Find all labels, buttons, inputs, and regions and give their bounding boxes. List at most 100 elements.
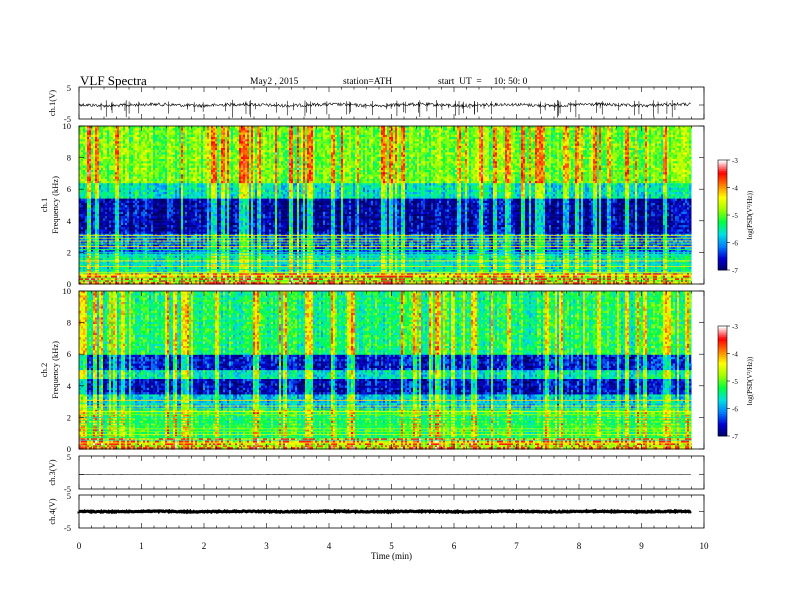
spectrogram-cell <box>109 200 112 204</box>
spectrogram-cell <box>209 225 212 228</box>
spectrogram-cell <box>117 154 120 157</box>
spectrogram-cell <box>125 209 128 212</box>
spectrogram-cell <box>121 227 124 230</box>
spectrogram-cell <box>107 176 110 179</box>
spectrogram-cell <box>179 143 182 146</box>
spectrogram-cell <box>89 170 92 173</box>
spectrogram-cell <box>81 172 84 175</box>
spectrogram-cell <box>123 277 126 281</box>
spectrogram-cell <box>185 159 188 162</box>
spectrogram-cell <box>149 207 152 210</box>
spectrogram-cell <box>151 154 154 157</box>
spectrogram-cell <box>109 277 112 281</box>
spectrogram-cell <box>193 194 196 197</box>
spectrogram-cell <box>195 205 198 208</box>
spectrogram-cell <box>179 211 182 215</box>
spectrogram-cell <box>197 222 200 226</box>
spectrogram-cell <box>91 194 94 197</box>
spectrogram-cell <box>155 170 158 173</box>
spectrogram-cell <box>81 227 84 230</box>
spectrogram-cell <box>115 247 118 250</box>
spectrogram-cell <box>193 225 196 228</box>
spectrogram-cell <box>105 231 108 234</box>
spectrogram-cell <box>165 258 168 261</box>
spectrogram-cell <box>151 203 154 206</box>
spectrogram-cell <box>91 176 94 179</box>
spectrogram-cell <box>145 273 148 276</box>
spectrogram-cell <box>149 231 152 234</box>
spectrogram-cell <box>167 198 170 201</box>
spectrogram-cell <box>203 269 206 272</box>
spectrogram-cell <box>203 264 206 267</box>
spectrogram-cell <box>99 187 102 190</box>
spectrogram-cell <box>205 152 208 155</box>
spectrogram-cell <box>193 172 196 175</box>
spectrogram-cell <box>201 181 204 184</box>
spectrogram-cell <box>207 132 210 135</box>
spectrogram-cell <box>95 174 98 177</box>
spectrogram-cell <box>133 253 136 256</box>
spectrogram-cell <box>123 139 126 142</box>
spectrogram-cell <box>151 156 154 160</box>
spectrogram-cell <box>113 282 116 285</box>
spectrogram-cell <box>163 244 166 248</box>
spectrogram-cell <box>169 220 172 223</box>
spectrogram-cell <box>189 205 192 208</box>
spectrogram-cell <box>207 236 210 239</box>
spectrogram-cell <box>193 258 196 261</box>
spectrogram-cell <box>197 216 200 219</box>
spectrogram-cell <box>169 183 172 186</box>
spectrogram-cell <box>187 231 190 234</box>
spectrogram-cell <box>161 163 164 166</box>
spectrogram-cell <box>81 189 84 193</box>
spectrogram-cell <box>113 174 116 177</box>
spectrogram-cell <box>203 194 206 197</box>
spectrogram-cell <box>119 277 122 281</box>
spectrogram-cell <box>127 260 130 263</box>
spectrogram-cell <box>209 220 212 223</box>
spectrogram-cell <box>127 264 130 267</box>
spectrogram-cell <box>167 143 170 146</box>
spectrogram-cell <box>137 134 140 138</box>
spectrogram-cell <box>175 152 178 155</box>
spectrogram-cell <box>177 216 180 219</box>
spectrogram-cell <box>199 165 202 168</box>
spectrogram-cell <box>165 148 168 151</box>
spectrogram-cell <box>93 198 96 201</box>
spectrogram-cell <box>125 220 128 223</box>
spectrogram-cell <box>171 220 174 223</box>
spectrogram-cell <box>91 137 94 140</box>
spectrogram-cell <box>211 205 214 208</box>
spectrogram-cell <box>131 152 134 155</box>
spectrogram-cell <box>79 255 82 259</box>
spectrogram-cell <box>129 258 132 261</box>
spectrogram-cell <box>129 159 132 162</box>
spectrogram-cell <box>163 137 166 140</box>
spectrogram-cell <box>145 161 148 164</box>
spectrogram-cell <box>147 249 150 252</box>
spectrogram-cell <box>145 141 148 144</box>
spectrogram-cell <box>197 145 200 149</box>
spectrogram-cell <box>149 209 152 212</box>
spectrogram-cell <box>197 277 200 281</box>
spectrogram-cell <box>137 172 140 175</box>
spectrogram-cell <box>159 214 162 217</box>
spectrogram-cell <box>135 220 138 223</box>
spectrogram-cell <box>93 231 96 234</box>
spectrogram-cell <box>183 181 186 184</box>
spectrogram-cell <box>165 220 168 223</box>
spectrogram-cell <box>85 194 88 197</box>
spectrogram-cell <box>147 150 150 153</box>
spectrogram-cell <box>143 255 146 259</box>
spectrogram-cell <box>145 209 148 212</box>
spectrogram-cell <box>169 132 172 135</box>
spectrogram-cell <box>183 238 186 241</box>
spectrogram-cell <box>99 244 102 248</box>
spectrogram-cell <box>183 269 186 272</box>
spectrogram-cell <box>153 128 156 131</box>
spectrogram-cell <box>83 154 86 157</box>
spectrogram-cell <box>197 128 200 131</box>
spectrogram-cell <box>185 200 188 204</box>
spectrogram-cell <box>111 128 114 131</box>
spectrogram-cell <box>193 203 196 206</box>
